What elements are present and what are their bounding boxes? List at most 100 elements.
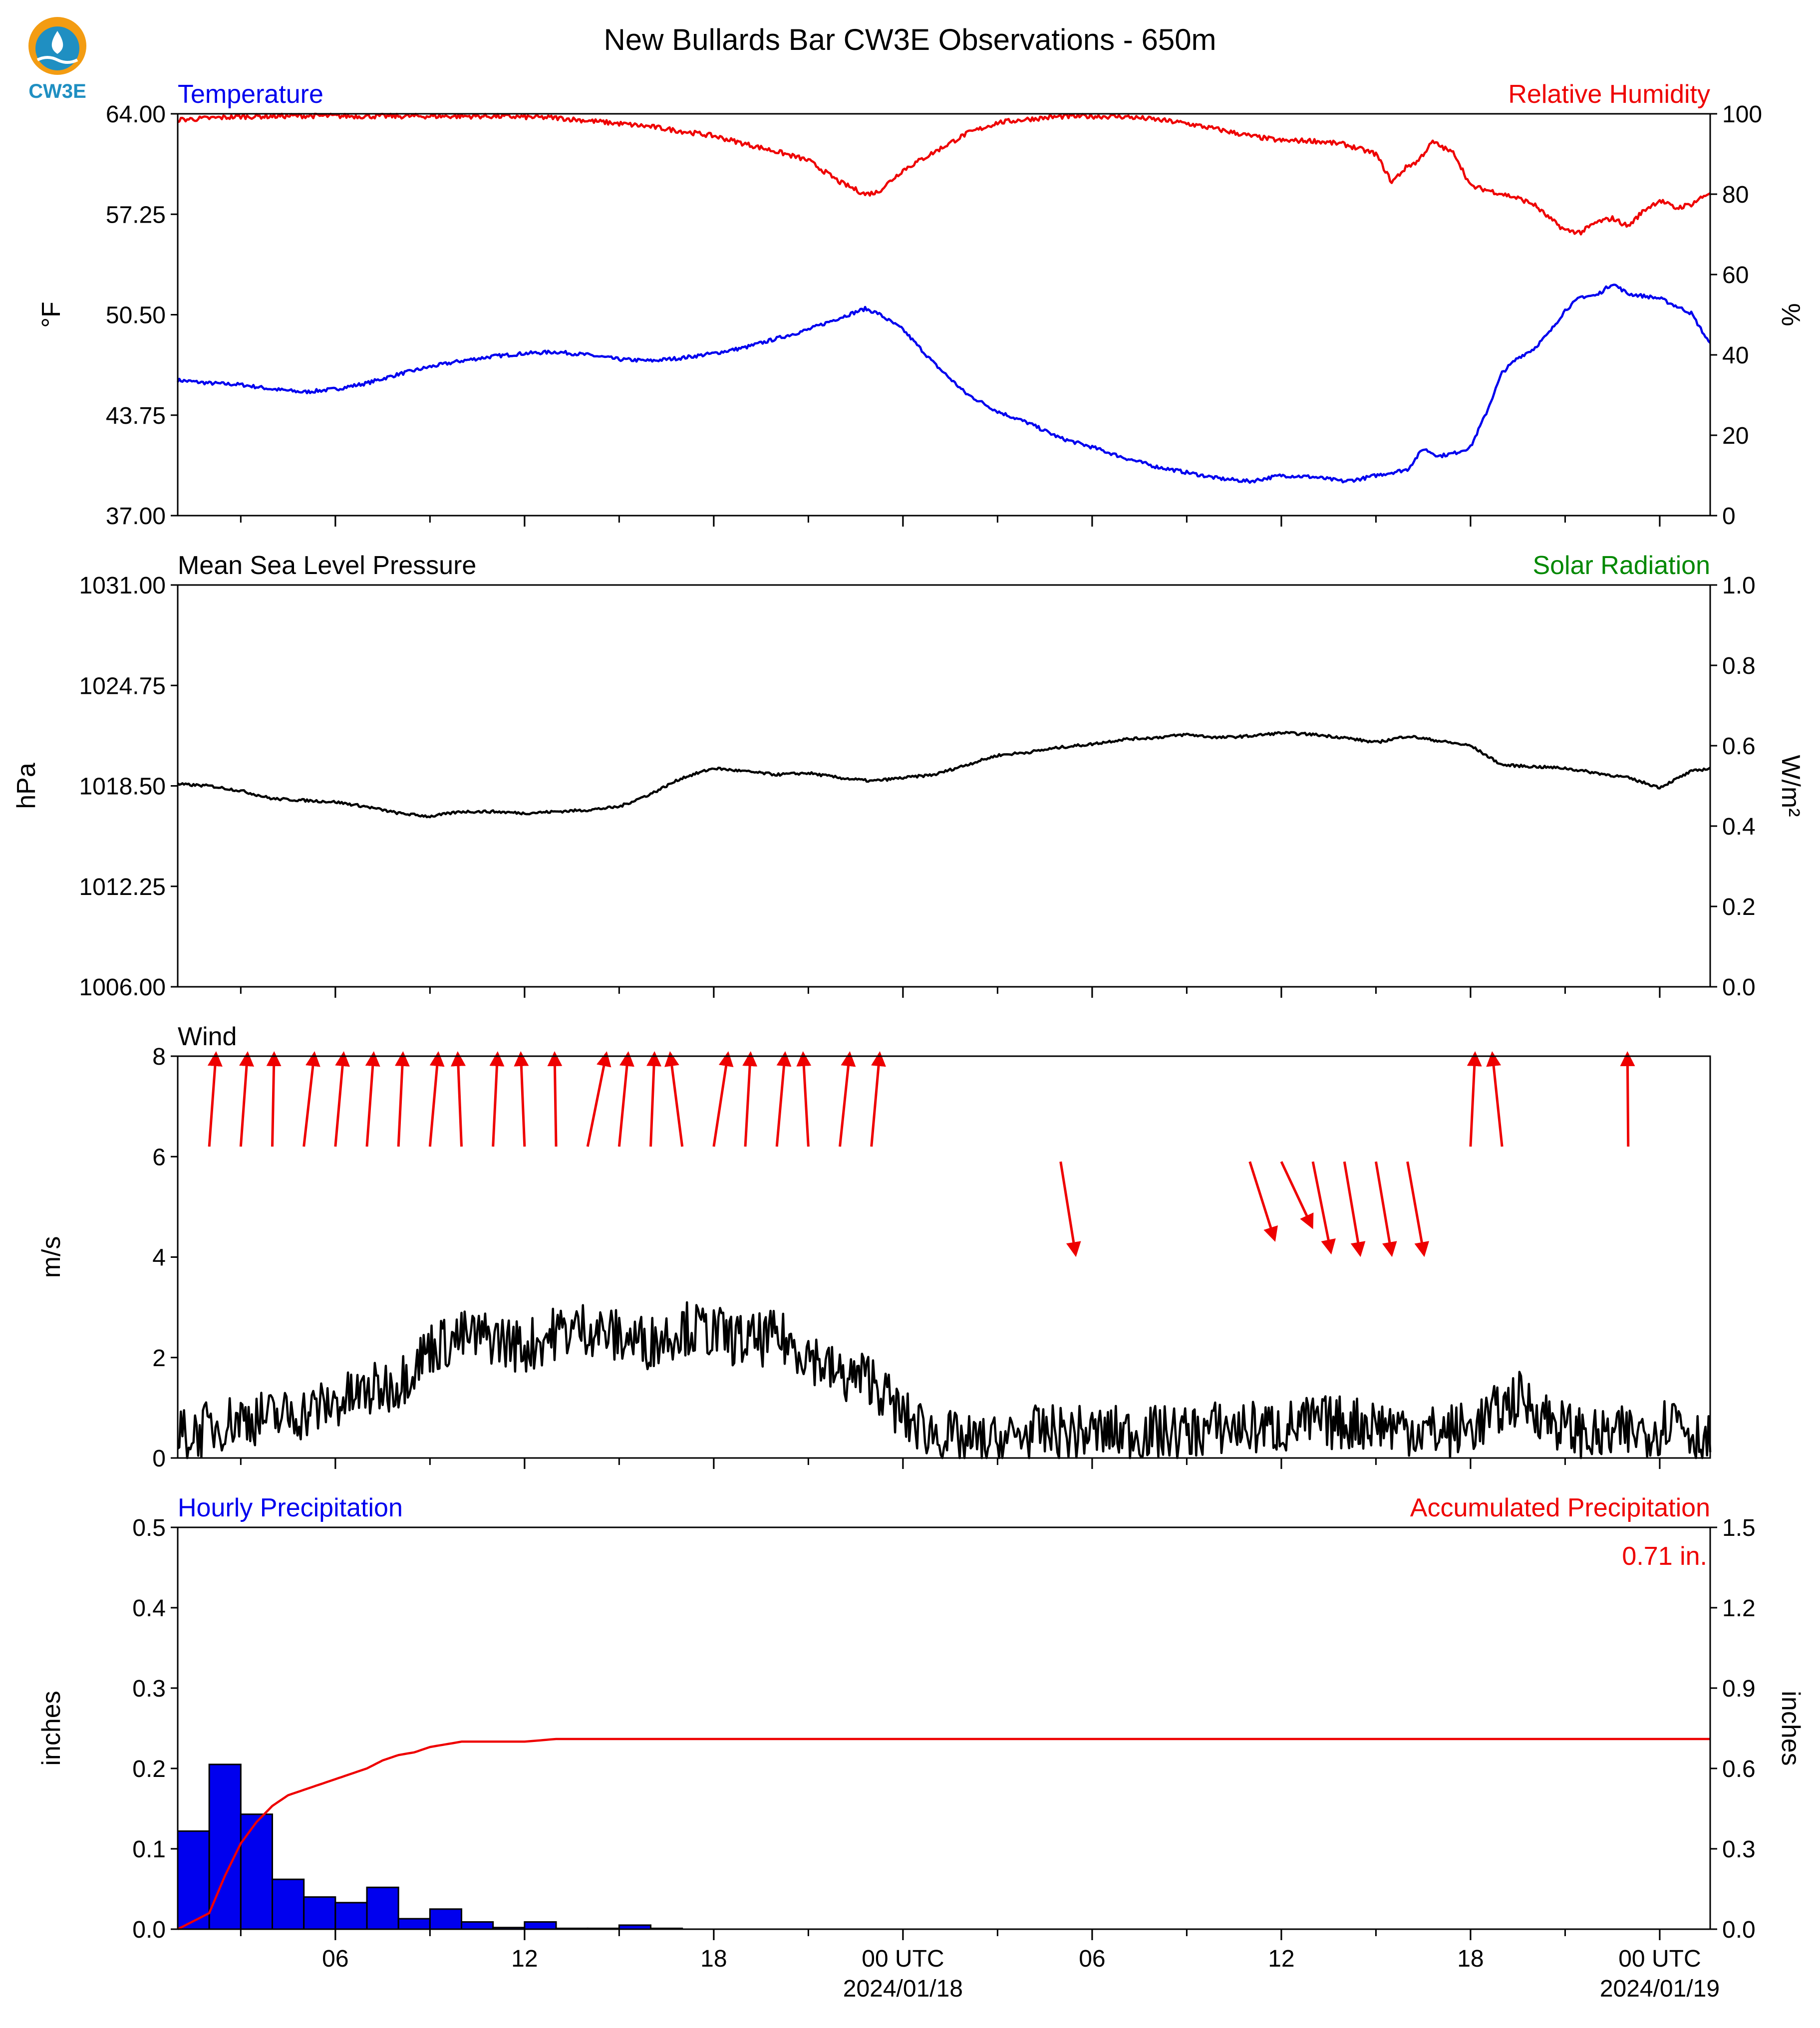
panel-frame [177,1526,1711,1930]
y-axis-label: °F [37,301,66,328]
precip-bar [461,1921,494,1930]
precip-bar [429,1908,463,1930]
panel-left-title: Mean Sea Level Pressure [178,551,476,580]
x-tick-label: 00 UTC [1618,1946,1701,1972]
y2-tick-label: 0.2 [1722,894,1756,920]
x-axis-labels: 06 12 18 00 UTC 2024/01/18 06 12 18 00 UTC 2024/0… [322,1946,1720,2002]
panel-right-title: Solar Radiation [1532,551,1710,580]
x-tick-label: 06 [322,1946,348,1972]
precip-bar [240,1813,274,1930]
precip-bar [524,1921,557,1930]
wind-arrow [870,1051,886,1147]
y2-tick-label: 0.0 [1722,974,1756,1001]
panel-temperature-humidity: 37.00 43.75 50.50 57.25 64.00 0 20 40 60 80 100 °F%… [37,80,1805,530]
x-tick-date: 2024/01/19 [1600,1976,1720,2002]
x-tick-date: 2024/01/18 [843,1976,963,2002]
panel-frame [177,113,1711,517]
y2-tick-label: 0.8 [1722,653,1756,679]
accumulated-total-label: 0.71 in. [1622,1542,1707,1571]
x-tick-label: 12 [1268,1946,1294,1972]
y-tick-label: 0 [152,1446,166,1472]
panel-frame [177,584,1711,988]
wind-arrow [1374,1161,1397,1257]
y2-tick-label: 0.0 [1722,1917,1756,1943]
y2-tick-label: 100 [1722,101,1762,128]
panel-right-title: Accumulated Precipitation [1410,1493,1710,1522]
y2-tick-label: 40 [1722,342,1749,369]
y-tick-label: 1018.50 [79,774,166,800]
x-tick-label: 00 UTC [862,1946,944,1972]
series-line [177,1738,1710,1931]
y-tick-label: 37.00 [106,503,166,530]
panel-wind: 0 2 4 6 8 m/s Wind [37,1022,1712,1472]
wind-arrow [1343,1161,1366,1257]
y-tick-label: 57.25 [106,202,166,228]
y-tick-label: 0.4 [132,1595,166,1622]
y2-tick-label: 20 [1722,423,1749,449]
y2-tick-label: 80 [1722,182,1749,208]
y-tick-label: 1024.75 [79,673,166,699]
y-tick-label: 43.75 [106,403,166,429]
y2-tick-label: 1.5 [1722,1515,1756,1541]
wind-arrow [712,1051,734,1147]
precip-bar [272,1878,305,1930]
wind-arrow [586,1051,611,1147]
wind-arrow [428,1051,445,1147]
panel-left-title: Wind [178,1022,237,1051]
y-tick-label: 0.5 [132,1515,166,1541]
wind-arrow [1467,1051,1482,1147]
y-tick-label: 0.2 [132,1756,166,1782]
y2-axis-label: W/m² [1776,755,1805,817]
precip-bar [397,1918,431,1930]
x-tick-label: 12 [511,1946,538,1972]
wind-arrow [266,1051,282,1147]
wind-arrow [451,1051,466,1147]
wind-arrow [1486,1051,1504,1147]
y2-tick-label: 0 [1722,503,1736,530]
y-tick-label: 6 [152,1144,166,1170]
wind-arrow [1311,1161,1336,1255]
chart-title: New Bullards Bar CW3E Observations - 650… [604,23,1216,56]
panel-precipitation: 0.0 0.1 0.2 0.3 0.4 0.5 0.0 0.3 0.6 0.9 1.2 1.5 inch… [37,1493,1805,1943]
y2-axis-label: % [1776,303,1805,326]
cw3e-logo: CW3E [28,17,86,102]
y-tick-label: 8 [152,1044,166,1070]
panel-right-title: Relative Humidity [1508,80,1710,109]
x-tick-label: 18 [1457,1946,1484,1972]
wind-arrow [646,1051,662,1147]
series-line [177,112,1711,236]
wind-arrow [489,1051,505,1147]
y-tick-label: 1012.25 [79,874,166,900]
y-tick-label: 4 [152,1245,166,1271]
y-axis-label: m/s [37,1236,66,1278]
wind-arrow [1059,1161,1081,1257]
series-line [177,731,1711,819]
wind-arrow [1248,1161,1278,1242]
y2-tick-label: 1.2 [1722,1595,1756,1622]
wind-arrow [839,1051,856,1147]
precip-bar [334,1902,368,1930]
x-tick-label: 06 [1079,1946,1105,1972]
wind-arrow [1620,1051,1635,1147]
wind-arrow [617,1051,634,1147]
wind-arrow [775,1051,792,1147]
precip-bar [303,1896,336,1930]
precip-bar [366,1886,399,1930]
y2-tick-label: 0.6 [1722,733,1756,760]
wind-arrow [1406,1161,1429,1257]
y2-tick-label: 0.6 [1722,1756,1756,1782]
wind-arrow [796,1051,812,1147]
panel-left-title: Hourly Precipitation [178,1493,403,1522]
y-axis-label: inches [37,1691,66,1765]
wind-arrow [365,1051,380,1147]
chart-panels: 37.0043.7550.5057.2564.00020406080100°F%… [12,80,1805,2002]
y2-tick-label: 1.0 [1722,573,1756,599]
y-tick-label: 0.0 [132,1917,166,1943]
logo-text: CW3E [28,80,86,102]
wind-arrow [334,1051,350,1147]
y-tick-label: 50.50 [106,302,166,329]
y2-tick-label: 0.3 [1722,1836,1756,1863]
series-line [176,284,1711,484]
wind-arrow [394,1051,410,1147]
